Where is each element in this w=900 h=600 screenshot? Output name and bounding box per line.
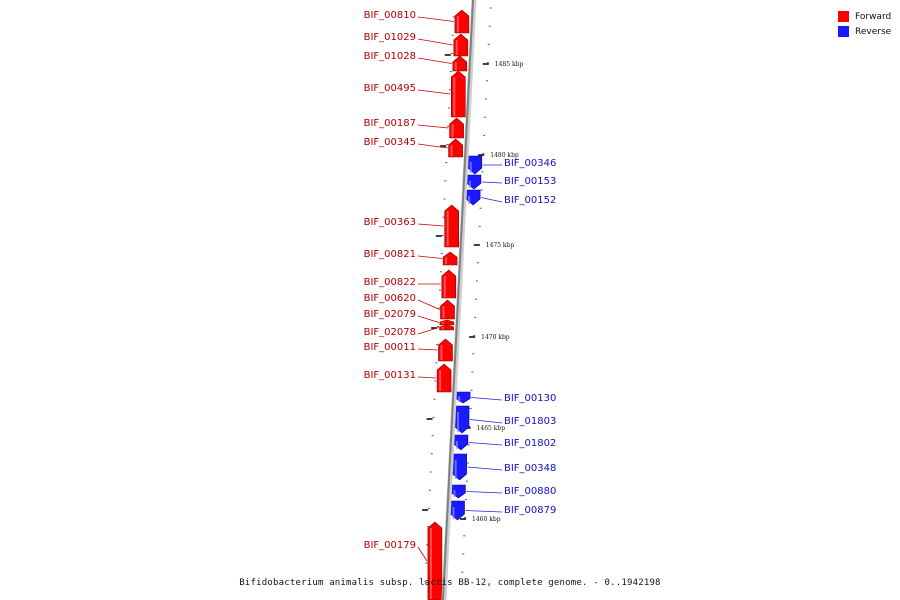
gene-leader-line bbox=[417, 327, 439, 335]
gene-label-forward[interactable]: BIF_00495 bbox=[364, 83, 416, 94]
tick-label: 1470 kbp bbox=[481, 334, 510, 341]
gene-leader-line bbox=[467, 466, 503, 471]
reverse-swatch bbox=[838, 26, 849, 37]
forward-label: Forward bbox=[855, 11, 892, 22]
gene-label-forward[interactable]: BIF_00363 bbox=[364, 217, 416, 228]
gene-leader-line bbox=[417, 124, 449, 129]
gene-leader-line bbox=[417, 38, 453, 46]
gene-label-reverse[interactable]: BIF_00879 bbox=[504, 505, 556, 516]
gene-label-forward[interactable]: BIF_00011 bbox=[364, 342, 416, 353]
gene-label-reverse[interactable]: BIF_01803 bbox=[504, 416, 556, 427]
gene-leader-line bbox=[417, 16, 454, 22]
gene-label-reverse[interactable]: BIF_01802 bbox=[504, 438, 556, 449]
legend-reverse: Reverse bbox=[838, 24, 898, 39]
legend: Forward Reverse bbox=[838, 9, 898, 39]
forward-swatch bbox=[838, 11, 849, 22]
gene-leader-line bbox=[468, 442, 503, 446]
tick-label: 1475 kbp bbox=[486, 242, 515, 249]
map-genes bbox=[427, 9, 483, 600]
gene-label-reverse[interactable]: BIF_00880 bbox=[504, 486, 556, 497]
gene-leader-line bbox=[417, 57, 452, 64]
gene-leader-line bbox=[417, 89, 451, 95]
gene-label-forward[interactable]: BIF_00810 bbox=[364, 10, 416, 21]
gene-leader-line bbox=[417, 299, 440, 310]
map-caption: Bifidobacterium animalis subsp. lactis B… bbox=[239, 578, 661, 588]
gene-label-reverse[interactable]: BIF_00346 bbox=[504, 158, 556, 169]
gene-leader-line bbox=[417, 255, 443, 259]
gene-leader-line bbox=[417, 315, 439, 323]
tick-label: 1480 kbp bbox=[490, 152, 519, 159]
gene-leader-line bbox=[417, 143, 448, 149]
map-labels: BIF_00810 BIF_01029 BIF_01028 BIF_00495 BIF_… bbox=[364, 10, 556, 562]
gene-leader-line bbox=[481, 197, 503, 203]
gene-label-forward[interactable]: BIF_01028 bbox=[364, 51, 416, 62]
gene-label-forward[interactable]: BIF_00345 bbox=[364, 137, 416, 148]
backbone-line bbox=[442, 0, 474, 600]
gene-label-reverse[interactable]: BIF_00153 bbox=[504, 176, 556, 187]
map-backbone bbox=[441, 0, 477, 600]
gene-label-forward[interactable]: BIF_02079 bbox=[364, 309, 416, 320]
gene-leader-line bbox=[417, 348, 438, 351]
tick-label: 1460 kbp bbox=[472, 516, 501, 523]
reverse-label: Reverse bbox=[855, 26, 892, 37]
gene-label-forward[interactable]: BIF_00821 bbox=[364, 249, 416, 260]
gene-label-reverse[interactable]: BIF_00348 bbox=[504, 463, 556, 474]
gene-label-forward[interactable]: BIF_01029 bbox=[364, 32, 416, 43]
gene-leader-line bbox=[417, 223, 444, 227]
gene-leader-line bbox=[469, 419, 503, 424]
gene-label-forward[interactable]: BIF_00620 bbox=[364, 293, 416, 304]
gene-label-forward[interactable]: BIF_00179 bbox=[364, 540, 416, 551]
gene-label-forward[interactable]: BIF_00187 bbox=[364, 118, 416, 129]
gene-leader-line bbox=[465, 510, 503, 513]
gene-label-forward[interactable]: BIF_02078 bbox=[364, 327, 416, 338]
gene-label-forward[interactable]: BIF_00822 bbox=[364, 277, 416, 288]
gene-leader-line bbox=[466, 491, 503, 494]
gene-leader-line bbox=[417, 546, 428, 562]
gene-leader-line bbox=[481, 181, 503, 184]
gene-label-reverse[interactable]: BIF_00152 bbox=[504, 195, 556, 206]
gene-label-forward[interactable]: BIF_00131 bbox=[364, 370, 416, 381]
gene-leader-line bbox=[471, 397, 503, 401]
gene-leader-line bbox=[417, 376, 437, 379]
tick-label: 1465 kbp bbox=[477, 425, 506, 432]
gene-label-reverse[interactable]: BIF_00130 bbox=[504, 393, 556, 404]
tick-label: 1485 kbp bbox=[495, 61, 524, 68]
map-ticks: 1485 kbp 1480 kbp 1475 kbp 1470 kbp 1465 kbp… bbox=[422, 7, 524, 582]
legend-forward: Forward bbox=[838, 9, 898, 24]
